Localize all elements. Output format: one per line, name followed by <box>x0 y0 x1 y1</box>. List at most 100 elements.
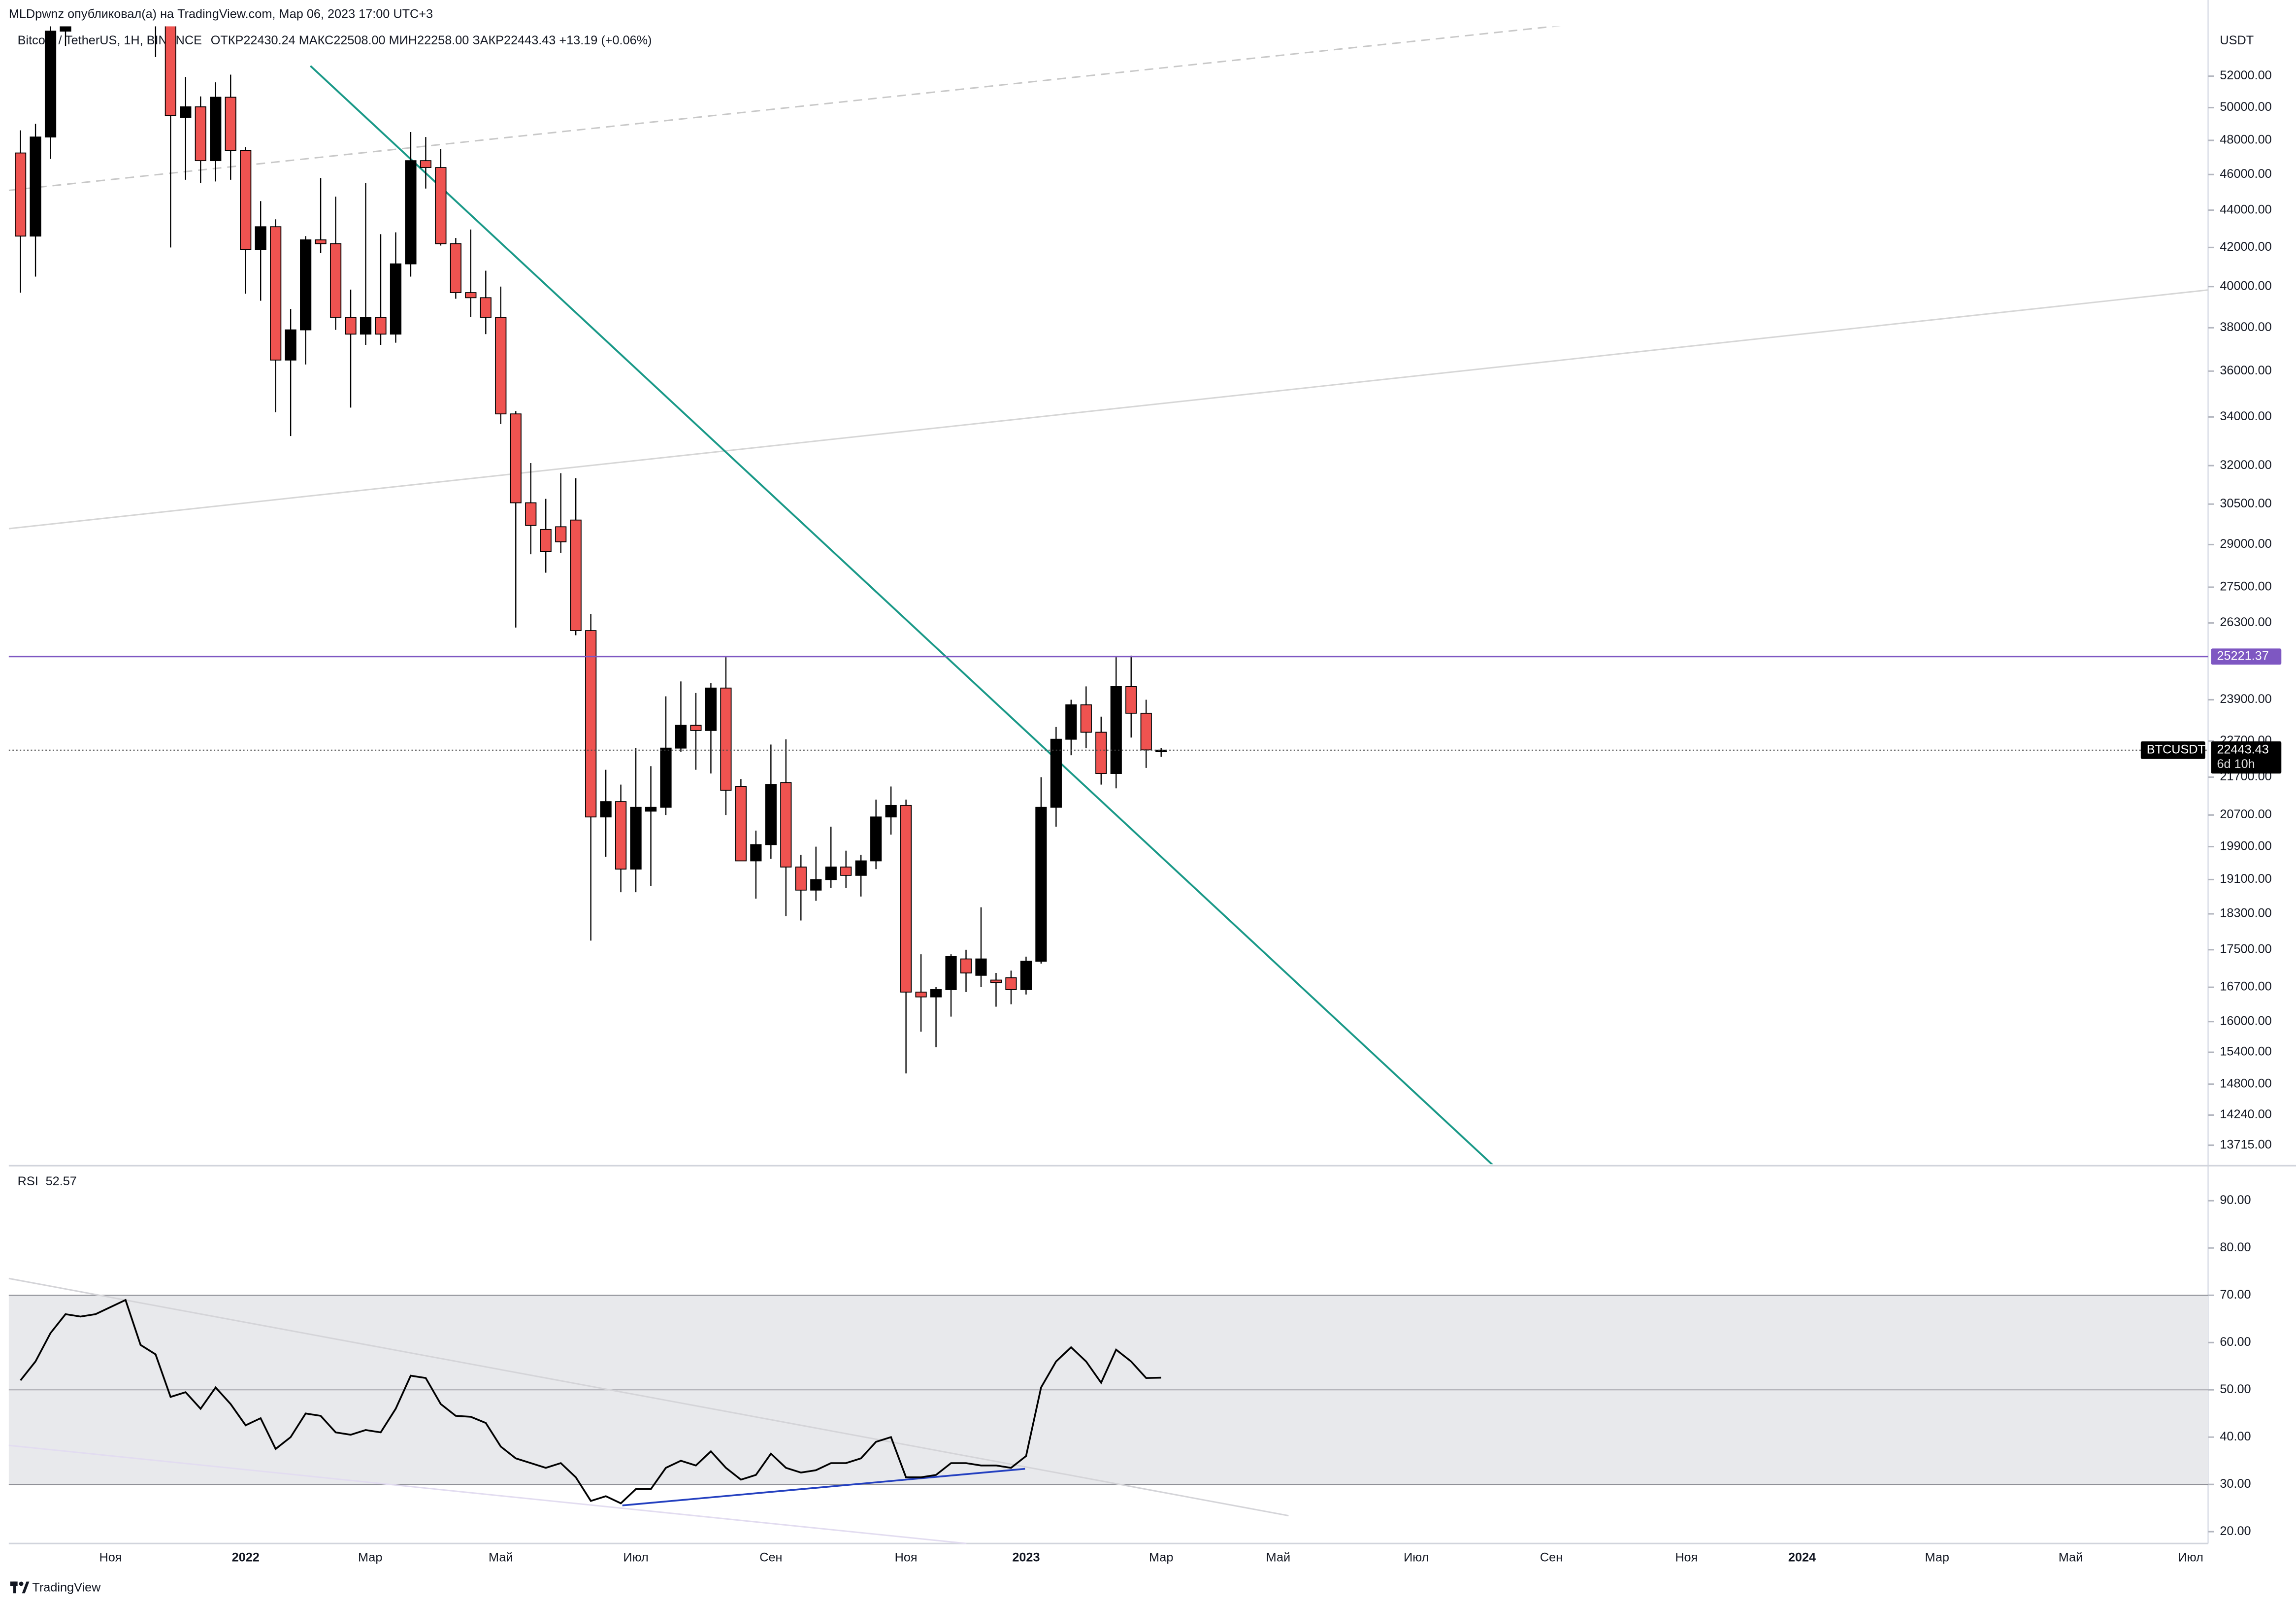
candle-body <box>300 239 312 331</box>
trend-line <box>8 289 2208 530</box>
drawings <box>8 26 2208 1165</box>
candle-body <box>1050 738 1062 808</box>
candle-body <box>345 317 357 335</box>
candle-body <box>675 725 687 749</box>
candle-body <box>15 152 27 237</box>
candle-body <box>840 867 852 876</box>
x-tick-label: 2023 <box>1012 1551 1040 1565</box>
y-tick-label: 44000.00 <box>2220 202 2271 216</box>
symbol-box <box>2140 741 2205 759</box>
candle-body <box>164 26 176 116</box>
candle-body <box>705 687 717 731</box>
x-tick-label: Ноя <box>99 1551 122 1565</box>
rsi-band <box>8 1295 2208 1485</box>
candle-body <box>780 782 792 868</box>
trend-line <box>8 26 1561 191</box>
trend-line <box>8 1277 1289 1517</box>
logo: TradingView <box>10 1580 101 1594</box>
candle-body <box>480 297 492 318</box>
y-tick-label: 19900.00 <box>2220 839 2271 853</box>
y-tick-label: 42000.00 <box>2220 240 2271 254</box>
y-tick-label: 27500.00 <box>2220 580 2271 594</box>
candle-body <box>420 160 432 168</box>
candle-body <box>44 31 57 138</box>
x-tick-label: Мар <box>358 1551 382 1565</box>
y-tick-label: 32000.00 <box>2220 458 2271 472</box>
candle-body <box>810 879 822 891</box>
candle-body <box>765 784 777 845</box>
y-tick-label: 15400.00 <box>2220 1045 2271 1059</box>
candles <box>15 26 1167 1073</box>
y-tick-label: 60.00 <box>2220 1335 2251 1349</box>
candle-body <box>405 160 417 265</box>
candle-body <box>435 167 447 244</box>
candle-body <box>915 991 927 998</box>
published-note: MLDpwnz опубликовал(а) на TradingView.co… <box>9 7 433 21</box>
candle-body <box>990 979 1002 983</box>
candle-body <box>180 106 192 118</box>
candle-body <box>885 804 897 818</box>
y-tick-label: 46000.00 <box>2220 167 2271 181</box>
x-tick-label: Июл <box>2178 1551 2203 1565</box>
symbol-label: BTCUSDT <box>2147 742 2205 756</box>
candle-body <box>645 806 657 812</box>
y-tick-label: 40.00 <box>2220 1430 2251 1443</box>
y-tick-label: 30.00 <box>2220 1477 2251 1491</box>
x-tick-label: Май <box>489 1551 513 1565</box>
candle-body <box>510 413 522 503</box>
y-tick-label: 13715.00 <box>2220 1137 2271 1151</box>
y-tick-label: 16000.00 <box>2220 1014 2271 1028</box>
candle-body <box>1140 712 1152 751</box>
y-tick-label: 14240.00 <box>2220 1107 2271 1121</box>
candle-body <box>735 786 747 862</box>
y-tick-label: 18300.00 <box>2220 906 2271 920</box>
y-tick-label: 17500.00 <box>2220 942 2271 956</box>
x-tick-label: Май <box>2059 1551 2083 1565</box>
candle-body <box>720 687 732 791</box>
x-tick-label: Ноя <box>1675 1551 1698 1565</box>
candle-body <box>615 801 627 870</box>
candle-body <box>329 243 342 318</box>
y-tick-label: 40000.00 <box>2220 279 2271 293</box>
candle-body <box>1155 749 1167 752</box>
y-tick-label: 30500.00 <box>2220 497 2271 510</box>
candle-body <box>1065 704 1077 740</box>
x-tick-label: Ноя <box>895 1551 918 1565</box>
candle-body <box>570 519 582 631</box>
trend-line <box>310 65 1494 1165</box>
x-tick-label: Сен <box>759 1551 782 1565</box>
candle-body <box>1005 977 1017 990</box>
candle-body <box>585 630 597 818</box>
candle-body <box>390 263 402 335</box>
symbol-legend: Bitcoin / TetherUS, 1Н, BINANCE ОТКР22430… <box>18 33 652 47</box>
candle-body <box>855 860 867 876</box>
x-tick-label: Мар <box>1149 1551 1173 1565</box>
trend-line <box>8 1444 967 1544</box>
candle-body <box>540 529 552 552</box>
y-tick-label: 20700.00 <box>2220 807 2271 821</box>
candle-body <box>1095 732 1107 774</box>
candle-body <box>315 239 327 244</box>
candle-body <box>450 243 461 293</box>
price-label-box <box>2211 648 2282 665</box>
candle-body <box>60 26 71 32</box>
x-tick-label: Июл <box>1404 1551 1429 1565</box>
last-price-label: 22443.43 <box>2217 742 2268 756</box>
y-tick-label: 90.00 <box>2220 1193 2251 1207</box>
candle-body <box>690 725 702 731</box>
candle-body <box>465 292 477 299</box>
candle-body <box>255 226 266 250</box>
candle-body <box>960 958 972 973</box>
y-tick-label: 34000.00 <box>2220 409 2271 423</box>
y-tick-label: 19100.00 <box>2220 872 2271 886</box>
candle-body <box>240 150 252 250</box>
candle-body <box>195 106 206 162</box>
candle-body <box>900 804 912 993</box>
x-tick-label: Мар <box>1925 1551 1949 1565</box>
rsi-legend: RSI 52.57 <box>18 1174 77 1188</box>
y-tick-label: 26300.00 <box>2220 615 2271 629</box>
candle-body <box>870 816 882 862</box>
x-tick-label: Май <box>1266 1551 1290 1565</box>
candle-body <box>270 226 282 361</box>
